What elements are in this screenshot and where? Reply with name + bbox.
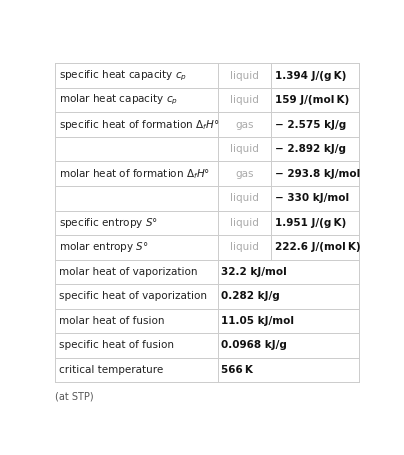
Text: 222.6 J/(mol K): 222.6 J/(mol K) xyxy=(275,243,360,252)
Text: liquid: liquid xyxy=(230,144,259,154)
Text: liquid: liquid xyxy=(230,95,259,105)
Text: 159 J/(mol K): 159 J/(mol K) xyxy=(275,95,349,105)
Text: molar heat of fusion: molar heat of fusion xyxy=(59,316,164,326)
Text: − 293.8 kJ/mol: − 293.8 kJ/mol xyxy=(275,169,360,179)
Text: gas: gas xyxy=(235,120,253,130)
Text: molar entropy $S°$: molar entropy $S°$ xyxy=(59,240,149,254)
Text: specific heat of fusion: specific heat of fusion xyxy=(59,340,174,350)
Text: 0.282 kJ/g: 0.282 kJ/g xyxy=(221,291,280,301)
Text: liquid: liquid xyxy=(230,71,259,81)
Text: 1.951 J/(g K): 1.951 J/(g K) xyxy=(275,218,346,228)
Text: liquid: liquid xyxy=(230,218,259,228)
Text: − 330 kJ/mol: − 330 kJ/mol xyxy=(275,193,349,203)
Text: specific entropy $S°$: specific entropy $S°$ xyxy=(59,216,158,230)
Text: − 2.575 kJ/g: − 2.575 kJ/g xyxy=(275,120,346,130)
Text: (at STP): (at STP) xyxy=(55,391,94,401)
Text: molar heat capacity $c_p$: molar heat capacity $c_p$ xyxy=(59,93,178,107)
Text: 11.05 kJ/mol: 11.05 kJ/mol xyxy=(221,316,295,326)
Text: 32.2 kJ/mol: 32.2 kJ/mol xyxy=(221,267,287,277)
Text: molar heat of vaporization: molar heat of vaporization xyxy=(59,267,198,277)
Text: − 2.892 kJ/g: − 2.892 kJ/g xyxy=(275,144,345,154)
Text: 566 K: 566 K xyxy=(221,365,253,375)
Text: liquid: liquid xyxy=(230,243,259,252)
Text: specific heat capacity $c_p$: specific heat capacity $c_p$ xyxy=(59,68,187,83)
Text: specific heat of formation $\Delta_f H°$: specific heat of formation $\Delta_f H°$ xyxy=(59,118,219,131)
Text: liquid: liquid xyxy=(230,193,259,203)
Text: gas: gas xyxy=(235,169,253,179)
Text: 1.394 J/(g K): 1.394 J/(g K) xyxy=(275,71,346,81)
Text: molar heat of formation $\Delta_f H°$: molar heat of formation $\Delta_f H°$ xyxy=(59,167,210,181)
Text: critical temperature: critical temperature xyxy=(59,365,163,375)
Text: 0.0968 kJ/g: 0.0968 kJ/g xyxy=(221,340,287,350)
Text: specific heat of vaporization: specific heat of vaporization xyxy=(59,291,207,301)
